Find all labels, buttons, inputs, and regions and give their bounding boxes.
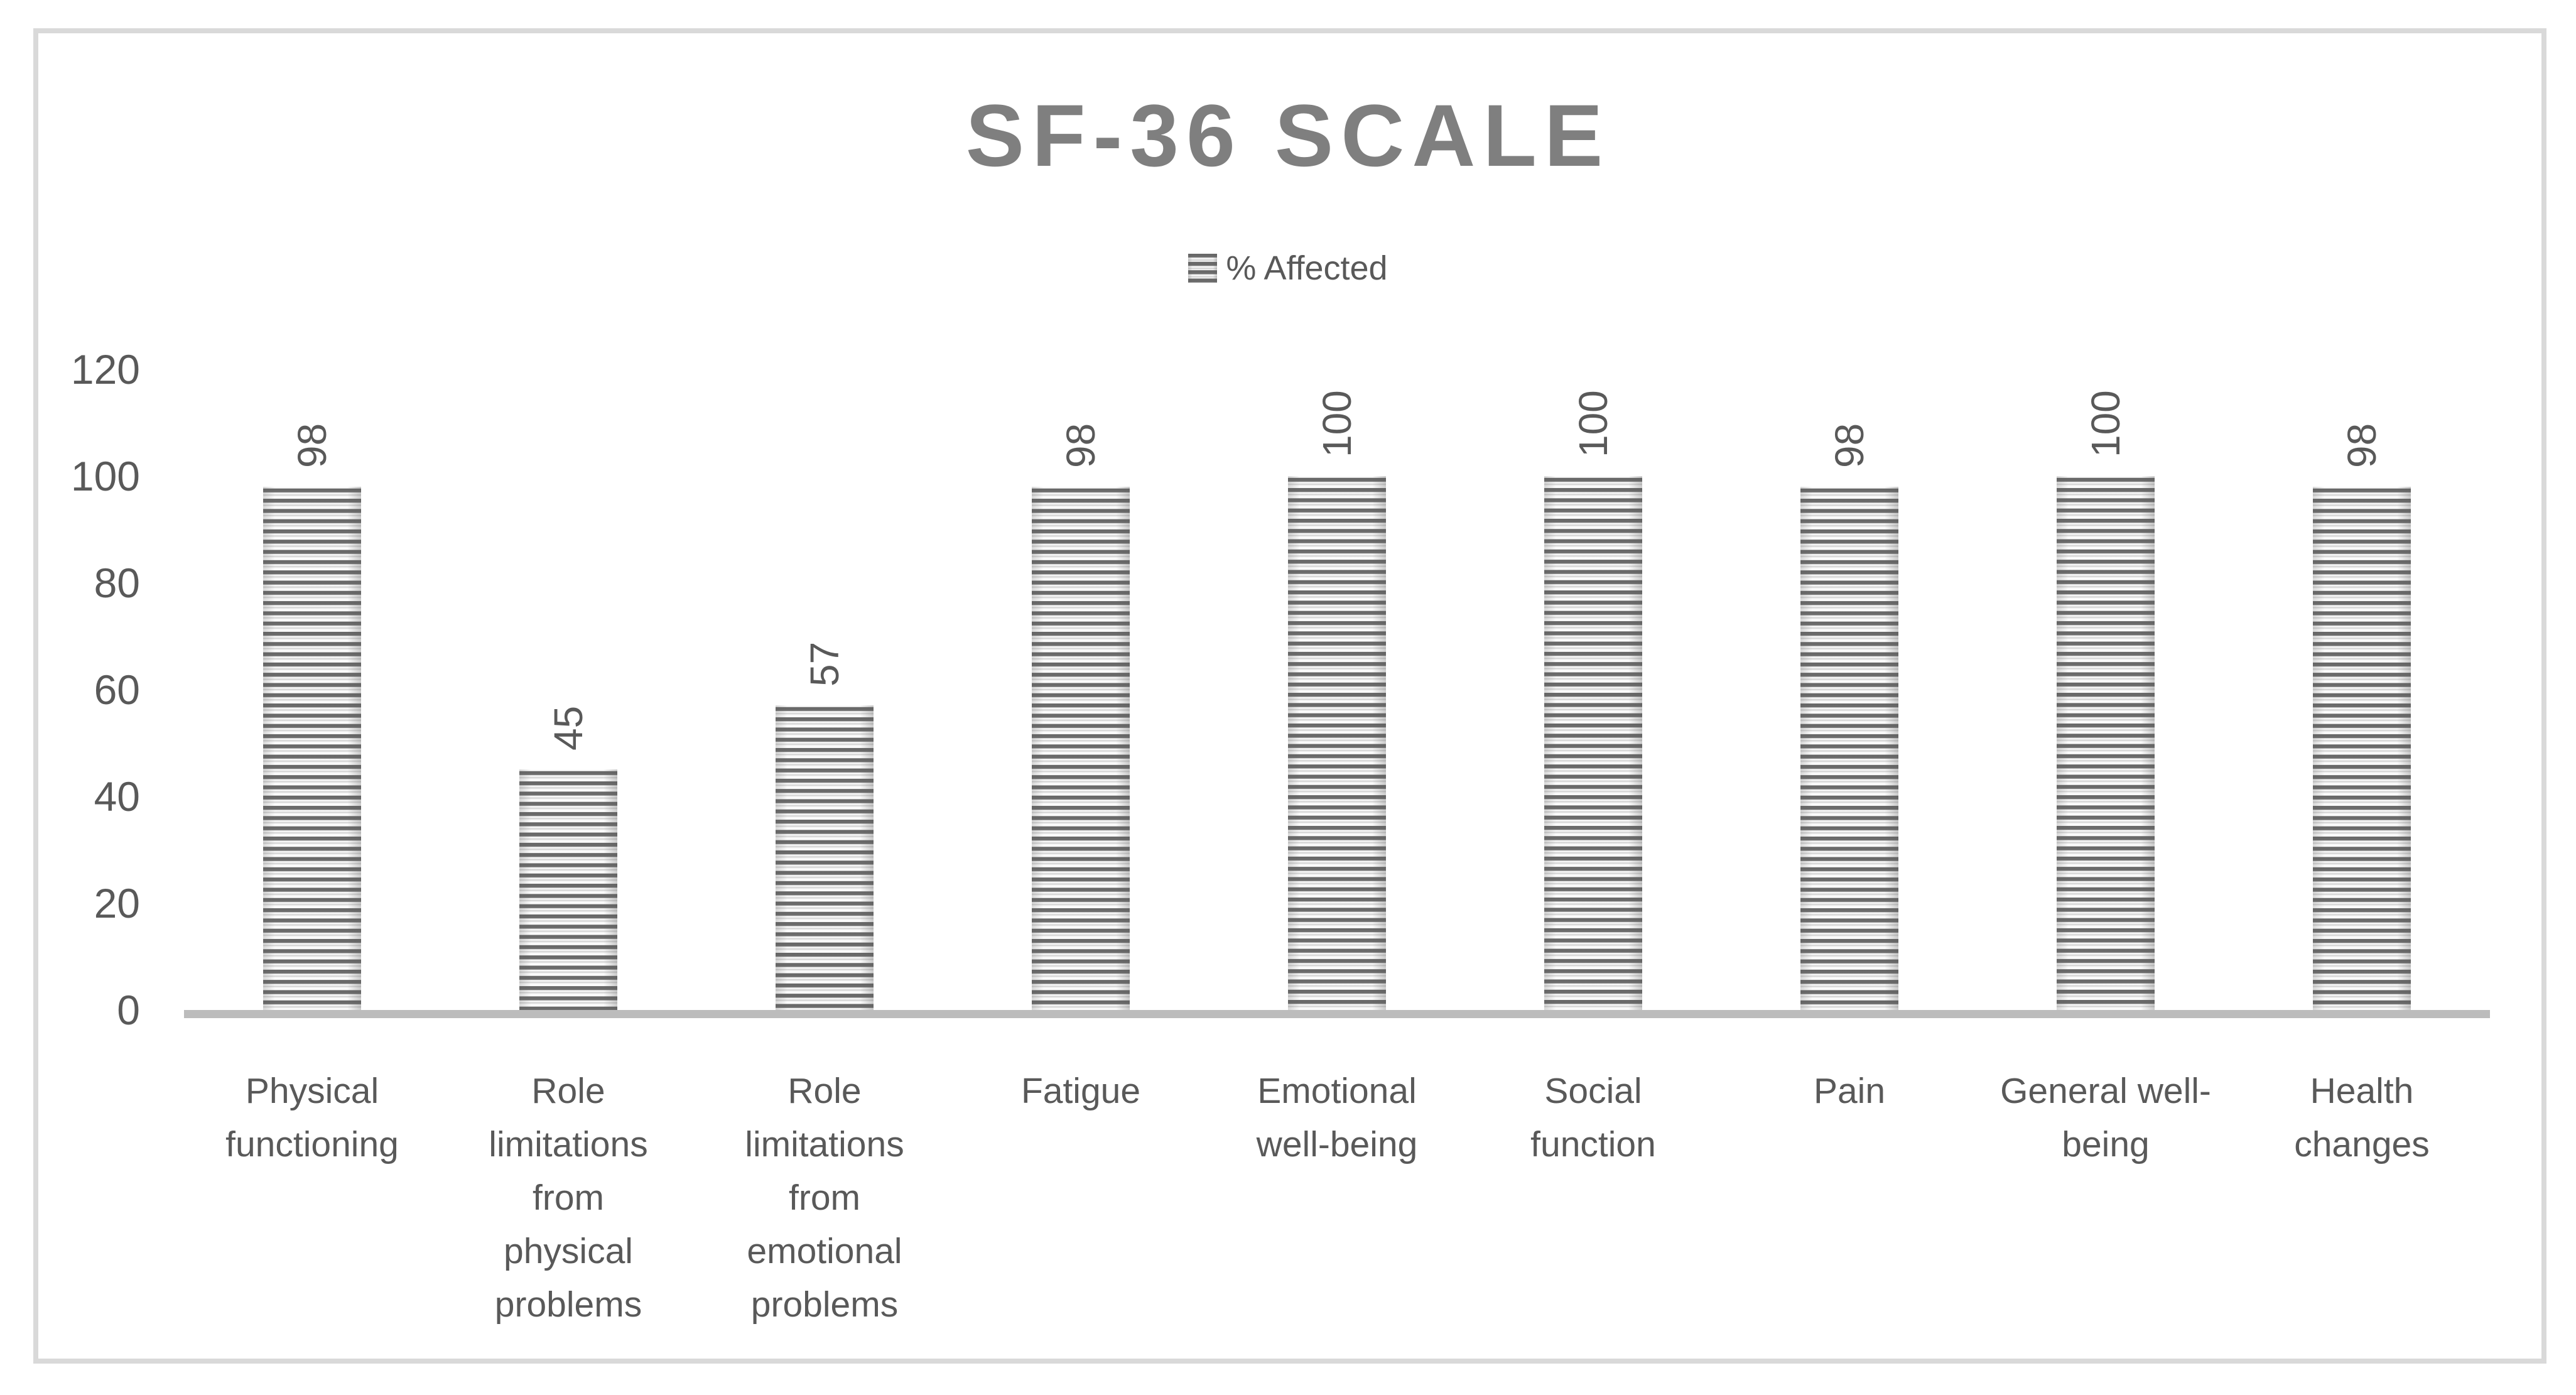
bar-pain <box>1800 487 1898 1010</box>
bar-general-well-being <box>2057 476 2155 1010</box>
legend-marker-affected-icon <box>1188 254 1218 283</box>
y-axis-tick-label: 60 <box>94 666 140 713</box>
bar-physical-functioning <box>263 487 361 1010</box>
y-axis-tick-label: 80 <box>94 560 140 606</box>
legend-label: % Affected <box>1226 249 1388 287</box>
x-axis-category-label: Health changes <box>2294 1071 2430 1164</box>
bar-value-label: 98 <box>2339 423 2384 468</box>
y-axis-tick-label: 100 <box>70 453 140 499</box>
bar-value-label: 98 <box>290 423 335 468</box>
bar-value-label: 57 <box>802 641 847 687</box>
plot-area: 98 45 57 98 100 100 98 100 98 <box>184 371 2490 1018</box>
bar-value-label: 98 <box>1058 423 1103 468</box>
x-axis-category-label: General well- being <box>2000 1071 2211 1164</box>
x-axis-category-label: Pain <box>1813 1071 1886 1111</box>
bar-role-limitations-from-physical-problems <box>519 769 617 1010</box>
x-axis-category-label: Emotional well-being <box>1256 1071 1418 1164</box>
legend: % Affected <box>0 249 2576 288</box>
y-axis-tick-label: 120 <box>70 346 140 393</box>
bar-value-label: 45 <box>546 705 591 751</box>
bar-value-label: 100 <box>1314 390 1360 457</box>
bar-fatigue <box>1032 487 1130 1010</box>
x-axis-category-label: Physical functioning <box>225 1071 399 1164</box>
x-axis-category-label: Role limitations from emotional problems <box>745 1071 904 1325</box>
bar-role-limitations-from-emotional-problems <box>776 705 874 1010</box>
y-axis-tick-label: 20 <box>94 880 140 926</box>
y-axis-tick-label: 40 <box>94 773 140 820</box>
bar-social-function <box>1544 476 1642 1010</box>
x-axis-category-label: Role limitations from physical problems <box>489 1071 648 1325</box>
x-axis-category-label: Fatigue <box>1020 1071 1141 1111</box>
bar-health-changes <box>2313 487 2411 1010</box>
bar-value-label: 100 <box>2083 390 2128 457</box>
x-axis-category-label: Social function <box>1530 1071 1656 1164</box>
chart-title: SF-36 SCALE <box>965 86 1611 185</box>
bar-emotional-well-being <box>1288 476 1386 1010</box>
bar-value-label: 100 <box>1571 390 1616 457</box>
y-axis-tick-label: 0 <box>117 987 140 1033</box>
x-axis-line <box>184 1010 2490 1018</box>
bar-value-label: 98 <box>1827 423 1872 468</box>
